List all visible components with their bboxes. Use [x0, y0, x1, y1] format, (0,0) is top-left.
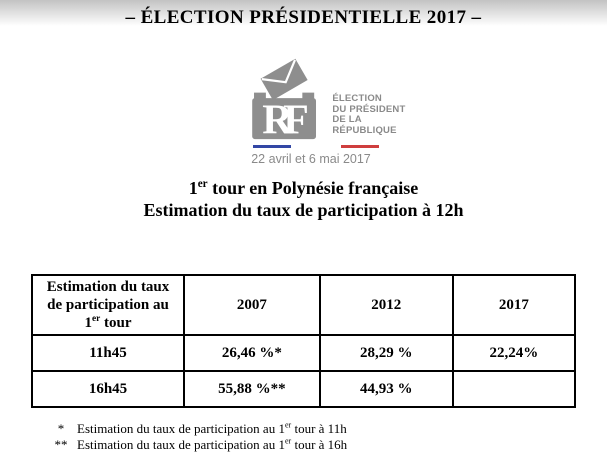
year-header-2012: 2012 [318, 274, 454, 336]
footnote-text-suffix: tour à 11h [291, 421, 347, 436]
logo-monogram-r: R [262, 98, 293, 144]
flag-red-segment [340, 145, 379, 148]
logo-caption-line: ÉLECTION [332, 93, 382, 104]
footnote-text: Estimation du taux de participation au 1… [77, 437, 347, 453]
logo-mark: R F ÉLECTION DU PRÉSIDENT DE LA RÉPUBLIQ… [244, 54, 406, 144]
subtitle-line-2: Estimation du taux de participation à 12… [143, 200, 464, 220]
logo-caption: ÉLECTION DU PRÉSIDENT DE LA RÉPUBLIQUE [332, 93, 406, 136]
subtitle-line1-sup: er [197, 178, 208, 190]
value-cell-2012: 44,93 % [318, 370, 454, 408]
footnote-text-sup: er [284, 420, 292, 430]
ballot-box-graphic: R F [251, 58, 316, 144]
header-label-line3-num: 1 [84, 315, 93, 331]
envelope-icon [260, 58, 308, 101]
time-cell: 16h45 [30, 370, 186, 408]
footnote-16h: ** Estimation du taux de participation a… [51, 437, 607, 453]
page-title-text: – ÉLECTION PRÉSIDENTIELLE 2017 – [125, 7, 482, 28]
ballot-box-icon [251, 92, 316, 140]
subtitle-line1-num: 1 [188, 178, 198, 198]
footnote-marker: ** [54, 437, 68, 452]
footnote-11h: * Estimation du taux de participation au… [51, 421, 607, 437]
logo-caption-line: DE LA [332, 114, 362, 125]
header-label-line3: 1er tour [33, 314, 183, 332]
election-logo: R F ÉLECTION DU PRÉSIDENT DE LA RÉPUBLIQ… [244, 54, 406, 166]
table-header-row: Estimation du taux de participation au 1… [30, 274, 577, 336]
logo-caption-line: RÉPUBLIQUE [332, 124, 397, 136]
subtitle-line1-rest: tour en Polynésie française [207, 178, 419, 198]
footnote-text-suffix: tour à 16h [291, 437, 348, 452]
value-cell-2012: 28,29 % [318, 334, 454, 372]
year-header-2017: 2017 [451, 274, 577, 336]
table-header-label: Estimation du taux de participation au 1… [30, 274, 186, 336]
footnote-marker: * [57, 421, 65, 436]
value-cell-2007: 55,88 %** [183, 370, 321, 408]
table-row-16h45: 16h45 55,88 %** 44,93 % [30, 370, 577, 408]
subtitle-line-1: 1er tour en Polynésie française [0, 177, 607, 199]
header-label-line3-rest: tour [100, 315, 132, 331]
document-subtitle: 1er tour en Polynésie française Estimati… [0, 177, 607, 221]
footnote-text-prefix: Estimation du taux de participation au 1 [77, 437, 285, 452]
logo-monogram-f: F [283, 98, 309, 144]
value-cell-2017 [451, 370, 577, 408]
footnote-text: Estimation du taux de participation au 1… [77, 421, 347, 437]
value-cell-2007: 26,46 %* [183, 334, 321, 372]
logo-caption-line: DU PRÉSIDENT [332, 103, 406, 115]
participation-table: Estimation du taux de participation au 1… [30, 274, 577, 408]
header-label-line3-sup: er [92, 314, 101, 324]
time-cell: 11h45 [30, 334, 186, 372]
footnotes: * Estimation du taux de participation au… [51, 421, 607, 453]
flag-white-segment [291, 145, 341, 148]
footnote-text-prefix: Estimation du taux de participation au 1 [77, 421, 285, 436]
footnote-text-sup: er [284, 436, 292, 446]
header-label-line2: de participation au [47, 297, 169, 313]
page-title: – ÉLECTION PRÉSIDENTIELLE 2017 – [0, 0, 607, 29]
header-label-line1: Estimation du taux [46, 279, 170, 295]
election-dates: 22 avril et 6 mai 2017 [251, 152, 371, 166]
value-cell-2017: 22,24% [451, 334, 577, 372]
flag-blue-segment [252, 145, 291, 148]
table-row-11h45: 11h45 26,46 %* 28,29 % 22,24% [30, 334, 577, 372]
year-header-2007: 2007 [183, 274, 321, 336]
tricolor-flag-line [252, 145, 379, 148]
